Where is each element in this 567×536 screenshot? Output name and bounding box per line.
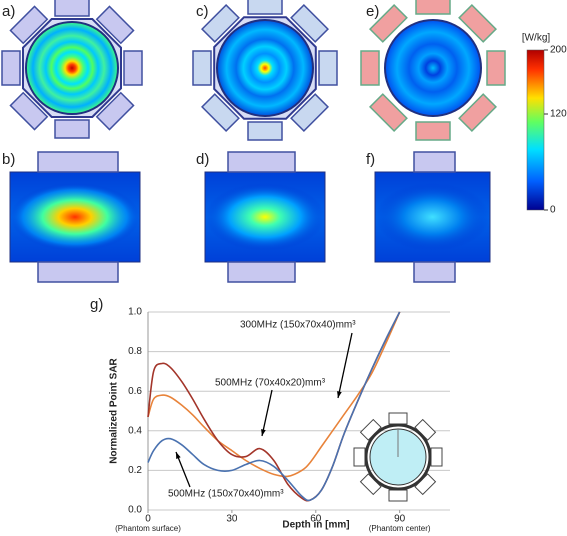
y-tick-label: 0.6 (128, 386, 142, 397)
series-line (147, 311, 401, 502)
y-tick-label: 0.4 (128, 425, 142, 436)
coil (458, 4, 497, 43)
coil (413, 261, 456, 283)
colorbar (526, 49, 545, 211)
y-tick-label: 1.0 (128, 307, 142, 318)
phantom (384, 19, 482, 117)
coil (415, 121, 451, 141)
coil (9, 5, 49, 45)
panel-label: a) (2, 3, 15, 20)
series-label: 500MHz (70x40x20)mm³ (215, 378, 326, 389)
coil (415, 0, 451, 15)
y-tick-label: 0.0 (128, 505, 142, 516)
arrow (261, 389, 273, 437)
coil (360, 50, 380, 86)
coil (369, 4, 408, 43)
line-chart: 0.0 0.2 0.4 0.6 0.8 1.0 0 30 60 90 (Phantom surfac… (90, 296, 450, 533)
colorbar-tick-label: 200 (550, 45, 567, 56)
series-label: 500MHz (150x70x40)mm³ (168, 489, 284, 500)
coil (54, 119, 90, 139)
series-label: 300MHz (150x70x40)mm³ (240, 320, 356, 331)
x-axis-label: Depth in [mm] (282, 520, 349, 531)
colorbar-tick-label: 0 (550, 205, 556, 216)
arrow (337, 332, 353, 399)
coil (54, 0, 90, 17)
coil (290, 4, 329, 43)
panel-label: c) (196, 3, 209, 20)
coil (458, 93, 497, 132)
coil (201, 93, 240, 132)
panel-label: d) (196, 151, 209, 168)
coil (413, 151, 456, 173)
coil (227, 151, 296, 173)
field (375, 183, 490, 251)
coil (318, 50, 338, 86)
panel-label: g) (90, 296, 103, 313)
phantom (25, 21, 119, 115)
inset-frame (364, 423, 432, 491)
series-line (147, 311, 401, 502)
field (205, 183, 325, 251)
y-axis-label: Normalized Point SAR (109, 357, 120, 463)
coil (95, 5, 135, 45)
inset-coil (430, 447, 443, 467)
x-tick-note: (Phantom center) (369, 524, 431, 533)
inset-coil (388, 412, 408, 425)
coil (37, 261, 119, 283)
x-tick-label: 60 (310, 514, 322, 525)
field-maps: a) b) c) d) e) f) (1, 0, 506, 283)
panel-label: f) (366, 151, 375, 168)
arrow-head (176, 452, 181, 459)
coil (201, 4, 240, 43)
y-tick-label: 0.8 (128, 346, 142, 357)
coil (486, 50, 506, 86)
panel-label: e) (366, 3, 379, 20)
coil (369, 93, 408, 132)
y-tick-label: 0.2 (128, 465, 142, 476)
x-tick-label: 0 (145, 514, 151, 525)
x-tick-note: (Phantom surface) (115, 524, 181, 533)
coil (95, 91, 135, 131)
coil (123, 50, 143, 86)
panel-label: b) (2, 151, 15, 168)
colorbar-unit: [W/kg] (522, 33, 551, 44)
coil (1, 50, 21, 86)
coil (290, 93, 329, 132)
arrow-head (261, 429, 266, 436)
coil (247, 121, 283, 141)
coil (247, 0, 283, 15)
phantom (216, 19, 314, 117)
coil (37, 151, 119, 173)
field (10, 183, 140, 251)
inset-coil (353, 447, 366, 467)
colorbar-tick-label: 120 (550, 109, 567, 120)
x-tick-label: 30 (226, 514, 238, 525)
arrow-head (337, 391, 342, 398)
coil (9, 91, 49, 131)
series-line (147, 311, 401, 478)
x-tick-label: 90 (394, 514, 406, 525)
coil (227, 261, 296, 283)
inset-coil (388, 489, 408, 502)
coil (192, 50, 212, 86)
